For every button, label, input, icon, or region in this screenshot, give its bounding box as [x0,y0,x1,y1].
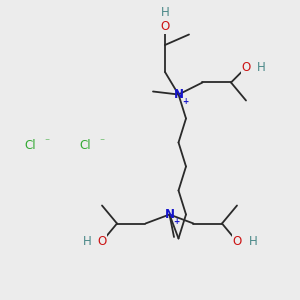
Text: H: H [249,235,258,248]
Text: Cl: Cl [24,139,36,152]
Text: O: O [160,20,169,34]
Text: O: O [242,61,250,74]
Text: +: + [173,218,179,226]
Text: O: O [232,235,242,248]
Text: ⁻: ⁻ [44,137,49,148]
Text: Cl: Cl [80,139,91,152]
Text: H: H [160,5,169,19]
Text: H: H [256,61,266,74]
Text: +: + [182,98,188,106]
Text: O: O [98,235,106,248]
Text: N: N [173,88,184,101]
Text: ⁻: ⁻ [99,137,105,148]
Text: H: H [82,235,91,248]
Text: N: N [164,208,175,221]
